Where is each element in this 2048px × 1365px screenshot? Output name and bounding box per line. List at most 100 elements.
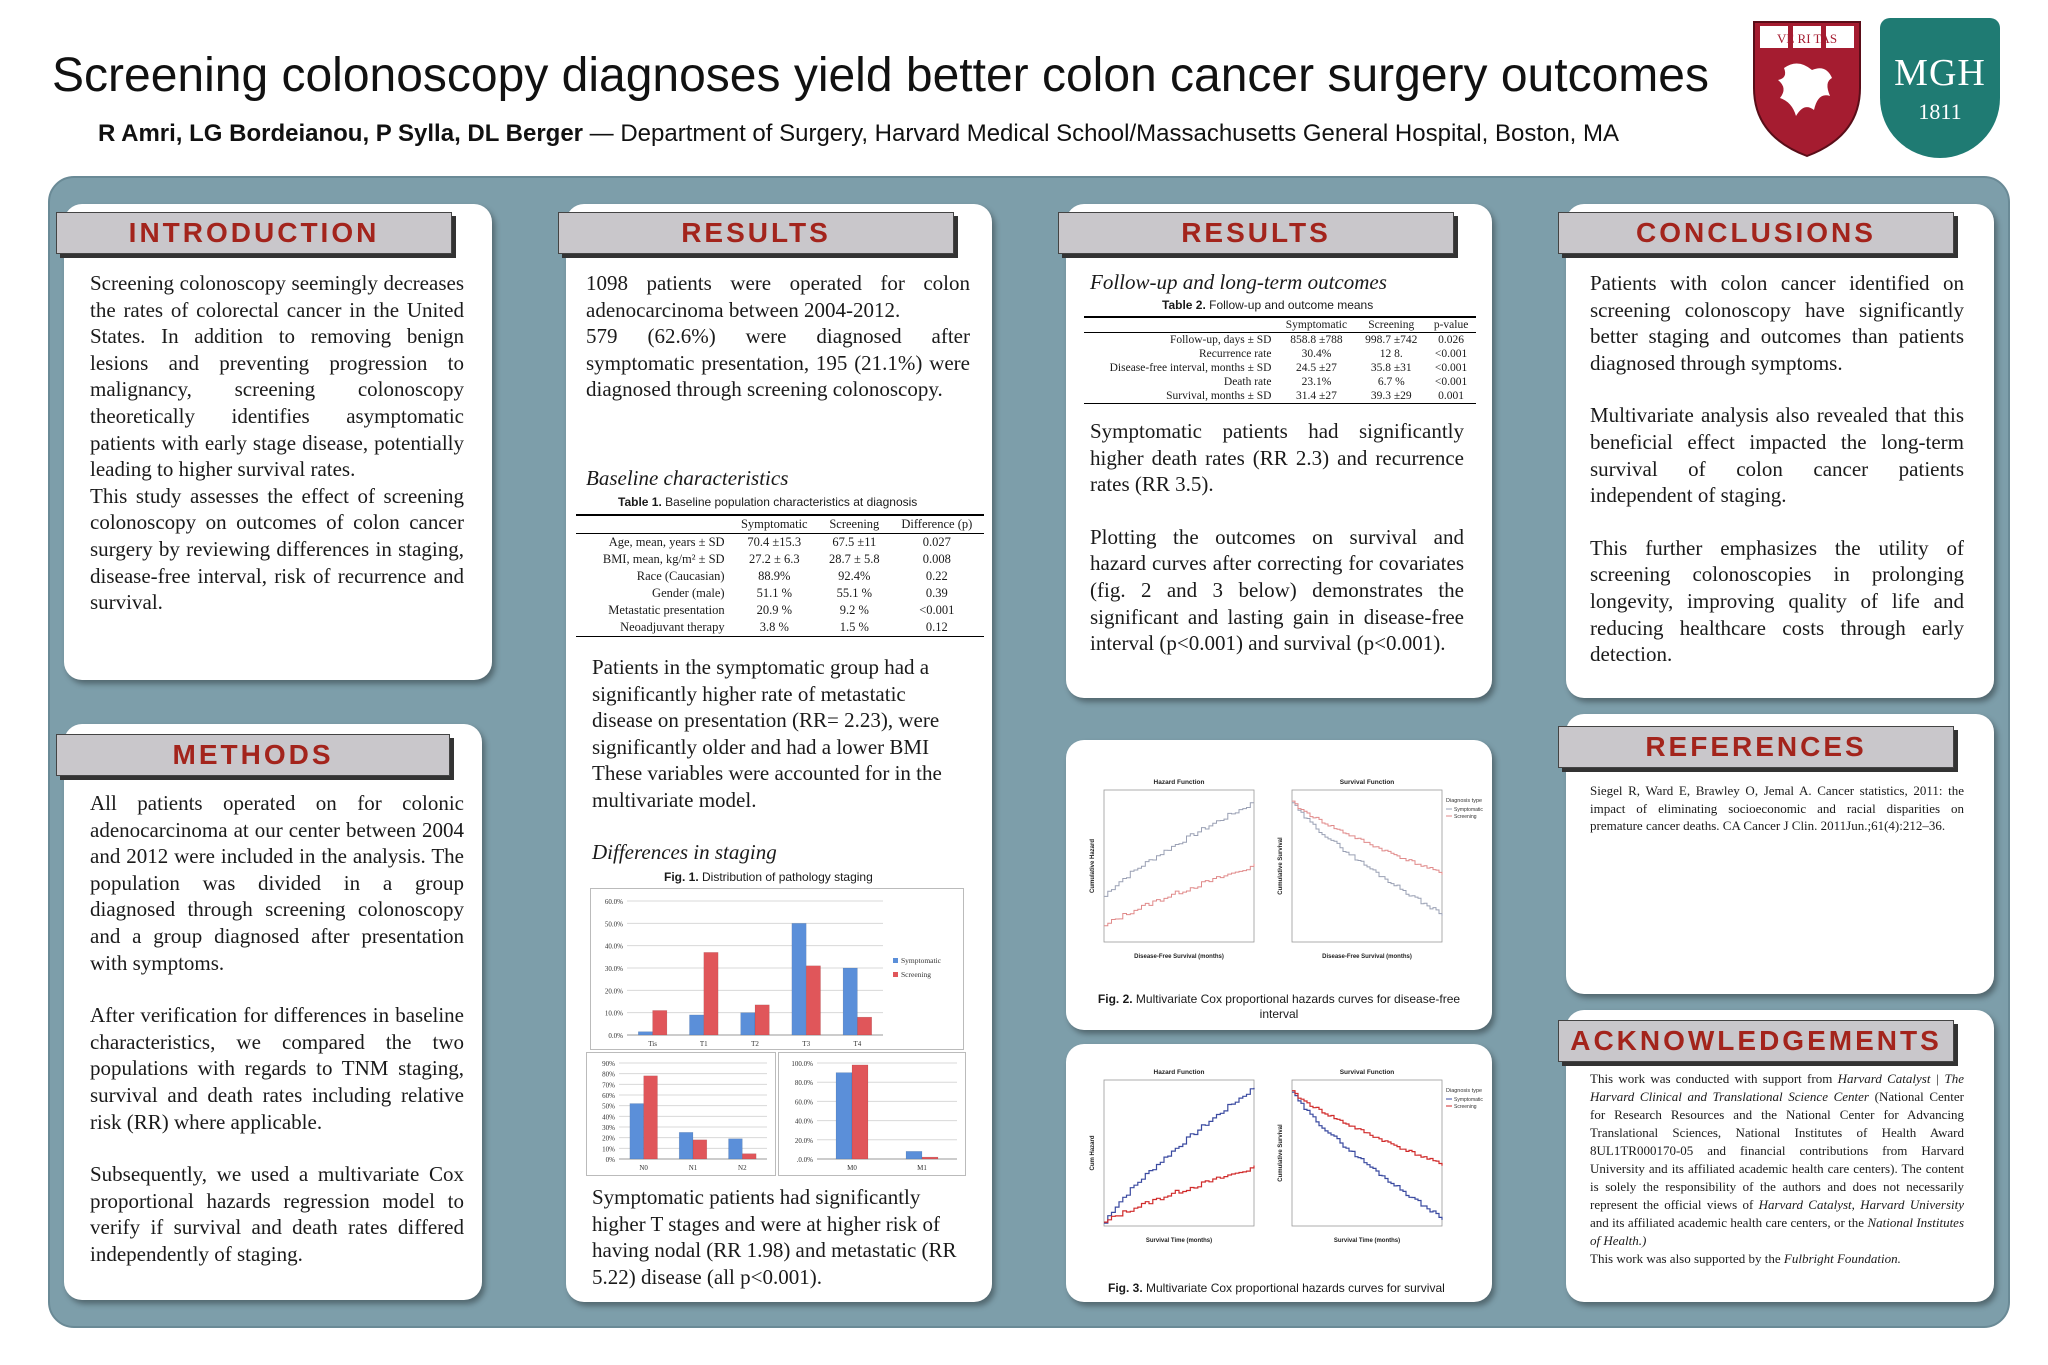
legend-title: Diagnosis type <box>1446 1088 1482 1094</box>
results1-staging-text: Symptomatic patients had significantly h… <box>592 1185 957 1289</box>
table1-cell: Metastatic presentation <box>608 603 725 617</box>
x-tick-label: T3 <box>802 1040 810 1048</box>
bar-screening <box>857 1016 872 1036</box>
fig3-caption-text: Multivariate Cox proportional hazards cu… <box>1142 1281 1445 1295</box>
references-heading: REFERENCES <box>1558 726 1954 768</box>
bar-screening <box>652 1010 668 1036</box>
y-tick-label: 60% <box>602 1092 615 1100</box>
y-tick-label: 10.0% <box>605 1010 623 1018</box>
methods-heading: METHODS <box>56 734 450 776</box>
fig3-label: Fig. 3. <box>1108 1281 1143 1295</box>
results2-p1: Symptomatic patients had significantly h… <box>1090 419 1464 497</box>
table1-row: Neoadjuvant therapy 3.8 % 1.5 % 0.12 <box>576 619 984 637</box>
fig2-caption-text: Multivariate Cox proportional hazards cu… <box>1132 992 1461 1021</box>
y-tick-label: 10% <box>602 1145 615 1153</box>
table2-cell: 0.001 <box>1426 389 1476 404</box>
table2-cell: 12 8. <box>1379 348 1403 360</box>
mgh-logo-year: 1811 <box>1918 99 1962 124</box>
y-tick-label: 30% <box>602 1124 615 1132</box>
fig2-label: Fig. 2. <box>1097 992 1133 1006</box>
hazard-title: Hazard Function <box>1154 1069 1205 1076</box>
methods-text: All patients operated on for colonic ade… <box>90 790 464 1268</box>
table1-cell: Neoadjuvant therapy <box>576 619 730 637</box>
symptomatic-curve <box>1104 802 1254 897</box>
x-tick-label: Tis <box>648 1040 657 1048</box>
y-tick-label: 90% <box>602 1060 615 1068</box>
results1-p2: 579 (62.6%) were diagnosed after symptom… <box>586 324 970 402</box>
fig1-label: Fig. 1. <box>664 870 699 884</box>
y-tick-label: 40% <box>602 1113 615 1121</box>
bar-symptomatic <box>791 923 807 1036</box>
followup-title: Follow-up and long-term outcomes <box>1090 270 1387 294</box>
x-tick-label: N2 <box>738 1164 747 1172</box>
table1-cell: 67.5 ±11 <box>832 535 877 549</box>
survival-x-label: Survival Time (months) <box>1334 1238 1400 1244</box>
ack-i1: Harvard Catalyst | The Harvard Clinical … <box>1590 1071 1964 1104</box>
legend-label: Symptomatic <box>1454 1097 1483 1103</box>
fig2-caption: Fig. 2. Multivariate Cox proportional ha… <box>1094 992 1464 1022</box>
references-text: Siegel R, Ward E, Brawley O, Jemal A. Ca… <box>1590 783 1964 833</box>
legend-swatch <box>893 972 898 977</box>
table2-cell: <0.001 <box>1434 362 1468 374</box>
y-tick-label: 80.0% <box>795 1079 813 1087</box>
table2-header: Screening <box>1356 316 1427 333</box>
table2-cell: 998.7 ±742 <box>1365 334 1418 346</box>
ack-t3: and its affiliated academic health care … <box>1590 1215 1868 1230</box>
table2-cell: Follow-up, days ± SD <box>1169 334 1272 346</box>
poster-title: Screening colonoscopy diagnoses yield be… <box>52 49 1709 102</box>
methods-p1: All patients operated on for colonic ade… <box>90 791 464 975</box>
survival-title: Survival Function <box>1340 1069 1395 1076</box>
survival-y-label: Cumulative Survival <box>1278 1124 1284 1182</box>
methods-p3: Subsequently, we used a multivariate Cox… <box>90 1162 464 1266</box>
screening-curve <box>1292 1090 1443 1166</box>
introduction-text: Screening colonoscopy seemingly decrease… <box>90 270 464 616</box>
table1-cell: BMI, mean, kg/m² ± SD <box>602 552 725 566</box>
table2-caption-text: Follow-up and outcome means <box>1205 298 1374 312</box>
ack-t4: This work was also supported by the <box>1590 1251 1784 1266</box>
bar-symptomatic <box>740 1012 756 1036</box>
table1-caption: Table 1. Baseline population characteris… <box>618 495 917 509</box>
table1-cell: 0.22 <box>925 569 948 583</box>
x-tick-label: N0 <box>639 1164 648 1172</box>
results-heading-1: RESULTS <box>558 212 954 254</box>
table1-cell: 0.008 <box>922 552 951 566</box>
table1-label: Table 1. <box>618 495 662 509</box>
survival-x-label: Disease-Free Survival (months) <box>1322 954 1412 960</box>
table2-header: Symptomatic <box>1276 316 1357 333</box>
table1-baseline: Symptomatic Screening Difference (p) Age, … <box>576 514 984 637</box>
x-tick-label: T4 <box>854 1040 862 1048</box>
y-tick-label: 20.0% <box>795 1137 813 1145</box>
acknowledgements-heading: ACKNOWLEDGEMENTS <box>1558 1020 1954 1062</box>
table1-cell: 27.2 ± 6.3 <box>748 552 800 566</box>
table1-header: Difference (p) <box>889 514 984 534</box>
table2-outcomes: Symptomatic Screening p-value Follow-up, d… <box>1084 316 1476 404</box>
y-tick-label: 40.0% <box>795 1118 813 1126</box>
methods-panel <box>64 724 482 1300</box>
fig1-n-stage-chart: 0% 10% 20% 30% 40% 50% 60% 70% 80% 90% N0 N1 N2 <box>586 1052 776 1176</box>
legend-label: Symptomatic <box>901 956 942 965</box>
methods-p2: After verification for differences in ba… <box>90 1003 464 1134</box>
table2-cell: <0.001 <box>1434 376 1468 388</box>
y-tick-label: 40.0% <box>605 943 623 951</box>
hazard-plot-area <box>1103 1079 1255 1227</box>
table1-row: BMI, mean, kg/m² ± SD 27.2 ± 6.3 28.7 ± 5.… <box>576 551 984 568</box>
table1-cell: 92.4% <box>838 569 871 583</box>
table2-label: Table 2. <box>1162 298 1206 312</box>
table2-header: p-value <box>1426 316 1476 333</box>
table2-row: Disease-free interval, months ± SD 24.5 ±… <box>1084 361 1476 375</box>
conclusions-heading: CONCLUSIONS <box>1558 212 1954 254</box>
survival-title: Survival Function <box>1340 779 1395 786</box>
ack-i2: Harvard Catalyst, Harvard University <box>1758 1197 1965 1212</box>
mgh-logo: MGH 1811 <box>1880 18 2000 158</box>
table2-cell: Survival, months ± SD <box>1084 389 1277 404</box>
y-tick-label: 0% <box>606 1156 616 1164</box>
table2-row: Follow-up, days ± SD 858.8 ±788 998.7 ±742… <box>1084 333 1476 348</box>
x-tick-label: M1 <box>917 1164 927 1172</box>
fig2-cox-curves: Hazard Function Cumulative Hazard Disease-… <box>1090 779 1483 960</box>
bar-symptomatic <box>905 1151 923 1160</box>
table2-cell: 30.4% <box>1301 348 1332 360</box>
fig1-caption-text: Distribution of pathology staging <box>698 870 873 884</box>
results1-intro: 1098 patients were operated for colon ad… <box>586 270 970 403</box>
legend-title: Diagnosis type <box>1446 798 1482 804</box>
bar-symptomatic <box>842 967 858 1036</box>
